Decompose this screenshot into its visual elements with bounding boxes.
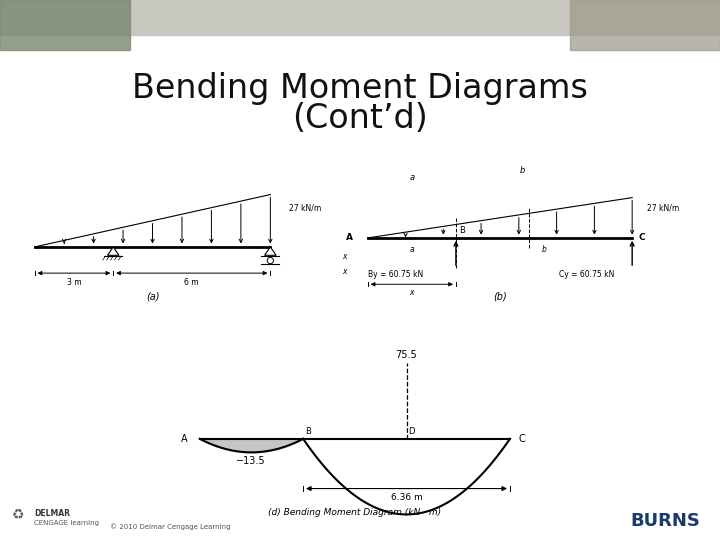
Circle shape: [267, 258, 274, 264]
Text: Cy = 60.75 kN: Cy = 60.75 kN: [559, 269, 614, 279]
Polygon shape: [107, 247, 119, 255]
Text: 75.5: 75.5: [396, 350, 418, 360]
Text: 27 kN/m: 27 kN/m: [647, 203, 679, 212]
Text: x: x: [342, 267, 346, 276]
Text: A: A: [346, 233, 353, 242]
Text: 3 m: 3 m: [67, 278, 81, 287]
Text: (a): (a): [145, 292, 159, 302]
Text: 6.36 m: 6.36 m: [391, 492, 423, 502]
Text: B: B: [459, 226, 464, 235]
Text: 27 kN/m: 27 kN/m: [289, 203, 321, 212]
Text: b: b: [541, 245, 546, 254]
Text: BURNS: BURNS: [630, 512, 700, 530]
Text: By = 60.75 kN: By = 60.75 kN: [368, 269, 423, 279]
Text: x: x: [342, 252, 346, 261]
Text: 6 m: 6 m: [184, 278, 199, 287]
Text: (Cont’d): (Cont’d): [292, 102, 428, 135]
Bar: [0, 0, 720, 35]
Text: b: b: [519, 166, 525, 176]
Polygon shape: [264, 247, 276, 255]
Text: DELMAR: DELMAR: [34, 509, 70, 518]
Text: (d) Bending Moment Diagram (kN · m): (d) Bending Moment Diagram (kN · m): [269, 509, 441, 517]
Text: A: A: [181, 434, 188, 444]
Text: ♻: ♻: [12, 508, 24, 522]
Text: D: D: [408, 428, 415, 436]
Text: C: C: [518, 434, 526, 444]
Text: © 2010 Delmar Cengage Learning: © 2010 Delmar Cengage Learning: [110, 523, 230, 530]
Bar: [570, 0, 720, 50]
Bar: [0, 0, 130, 50]
Text: a: a: [410, 245, 414, 254]
Text: CENGAGE learning: CENGAGE learning: [34, 520, 99, 526]
Text: a: a: [409, 172, 415, 181]
Text: x: x: [410, 288, 414, 297]
Text: Bending Moment Diagrams: Bending Moment Diagrams: [132, 72, 588, 105]
Text: −13.5: −13.5: [236, 456, 266, 467]
Text: (b): (b): [493, 292, 507, 301]
Text: B: B: [305, 428, 311, 436]
Text: C: C: [638, 233, 644, 242]
